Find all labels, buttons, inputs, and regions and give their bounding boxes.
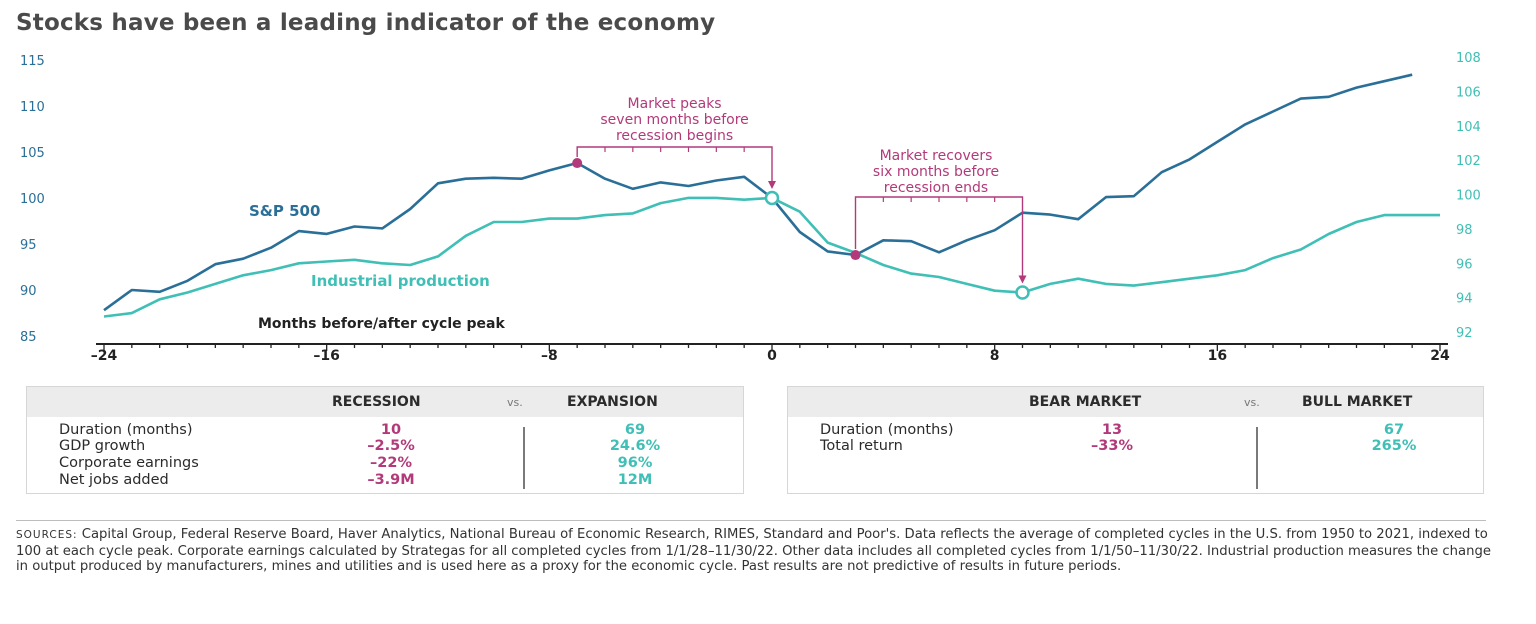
y-left-tick-label: 85 bbox=[20, 330, 37, 345]
x-tick-label: 0 bbox=[767, 348, 777, 364]
row-label-duration: Duration (months) bbox=[59, 422, 193, 438]
y-right-tick-label: 96 bbox=[1456, 257, 1473, 272]
chart-title: Stocks have been a leading indicator of … bbox=[16, 10, 716, 36]
y-right-tick-label: 102 bbox=[1456, 154, 1481, 169]
expansion-gdp: 24.6% bbox=[609, 438, 661, 454]
recession-expansion-panel: RECESSION vs. EXPANSION Duration (months… bbox=[26, 386, 744, 494]
annotation-arrow-recover bbox=[1018, 275, 1027, 284]
x-tick-label: –24 bbox=[91, 348, 118, 364]
row-label-gdp: GDP growth bbox=[59, 438, 146, 454]
bull-total-return: 265% bbox=[1371, 438, 1417, 454]
annotation-text-peak: Market peaks bbox=[628, 96, 722, 112]
x-tick-label: 24 bbox=[1430, 348, 1450, 364]
line-chart: 85 90 95 100 105 110 115 92 94 96 98 100 102 104 106 10… bbox=[20, 51, 1481, 364]
y-right-tick-label: 92 bbox=[1456, 326, 1473, 341]
vs-label: vs. bbox=[1244, 396, 1260, 409]
expansion-duration: 69 bbox=[624, 422, 646, 438]
y-right-tick-label: 104 bbox=[1456, 120, 1481, 135]
panel-header bbox=[788, 387, 1483, 417]
recession-begins-marker bbox=[764, 190, 780, 206]
annotation-arrow-peak bbox=[768, 180, 776, 189]
y-right-tick-label: 98 bbox=[1456, 223, 1473, 238]
vs-label: vs. bbox=[507, 396, 523, 409]
recession-ends-marker bbox=[1015, 285, 1030, 300]
y-left-tick-label: 115 bbox=[20, 54, 45, 69]
industrial-production-series-label: Industrial production bbox=[311, 272, 490, 290]
x-axis-title: Months before/after cycle peak bbox=[258, 316, 505, 332]
sources-label: SOURCES: bbox=[16, 529, 78, 541]
recession-gdp: –2.5% bbox=[367, 438, 415, 454]
recession-duration: 10 bbox=[380, 422, 402, 438]
sp500-line bbox=[103, 73, 1413, 312]
annotation-text-recover: recession ends bbox=[884, 180, 988, 196]
annotation-bracket-peak bbox=[576, 146, 773, 186]
x-tick-label: 8 bbox=[990, 348, 1000, 364]
y-right-tick-label: 106 bbox=[1456, 85, 1481, 100]
annotation-text-peak: recession begins bbox=[616, 128, 733, 144]
bull-duration: 67 bbox=[1383, 422, 1405, 438]
y-left-tick-label: 90 bbox=[20, 284, 37, 299]
x-tick-label: 16 bbox=[1208, 348, 1227, 364]
bear-bull-panel: BEAR MARKET vs. BULL MARKET Duration (mo… bbox=[787, 386, 1484, 494]
y-left-tick-label: 110 bbox=[20, 100, 45, 115]
x-tick-label: –8 bbox=[541, 348, 558, 364]
sources-divider bbox=[16, 520, 1486, 521]
sp500-series-label: S&P 500 bbox=[249, 202, 320, 220]
panel-header bbox=[27, 387, 743, 417]
expansion-earnings: 96% bbox=[617, 455, 653, 471]
recession-earnings: –22% bbox=[370, 455, 412, 471]
row-label-total-return: Total return bbox=[820, 438, 903, 454]
y-right-tick-label: 100 bbox=[1456, 189, 1481, 204]
sources-text: Capital Group, Federal Reserve Board, Ha… bbox=[16, 527, 1491, 575]
bear-total-return: –33% bbox=[1091, 438, 1133, 454]
y-right-tick-label: 94 bbox=[1456, 292, 1473, 307]
annotation-text-recover: Market recovers bbox=[880, 148, 993, 164]
row-label-jobs: Net jobs added bbox=[59, 472, 169, 488]
recession-header: RECESSION bbox=[332, 394, 421, 410]
recession-jobs: –3.9M bbox=[367, 472, 415, 488]
bear-duration: 13 bbox=[1101, 422, 1123, 438]
row-label-earnings: Corporate earnings bbox=[59, 455, 199, 471]
expansion-header: EXPANSION bbox=[567, 394, 658, 410]
panel-divider bbox=[1256, 427, 1258, 489]
y-right-tick-label: 108 bbox=[1456, 51, 1481, 66]
sources-note: SOURCES: Capital Group, Federal Reserve … bbox=[16, 527, 1496, 575]
annotation-bracket-recover bbox=[854, 196, 1024, 281]
annotation-text-peak: seven months before bbox=[600, 112, 748, 128]
row-label-duration: Duration (months) bbox=[820, 422, 954, 438]
annotation-text-recover: six months before bbox=[873, 164, 999, 180]
market-trough-dot bbox=[850, 250, 861, 261]
bull-market-header: BULL MARKET bbox=[1302, 394, 1413, 410]
expansion-jobs: 12M bbox=[617, 472, 653, 488]
market-peak-dot bbox=[572, 158, 583, 169]
y-left-tick-label: 95 bbox=[20, 238, 37, 253]
y-left-tick-label: 100 bbox=[20, 192, 45, 207]
panel-divider bbox=[523, 427, 525, 489]
bear-market-header: BEAR MARKET bbox=[1029, 394, 1142, 410]
x-tick-label: –16 bbox=[313, 348, 339, 364]
y-left-tick-label: 105 bbox=[20, 146, 45, 161]
